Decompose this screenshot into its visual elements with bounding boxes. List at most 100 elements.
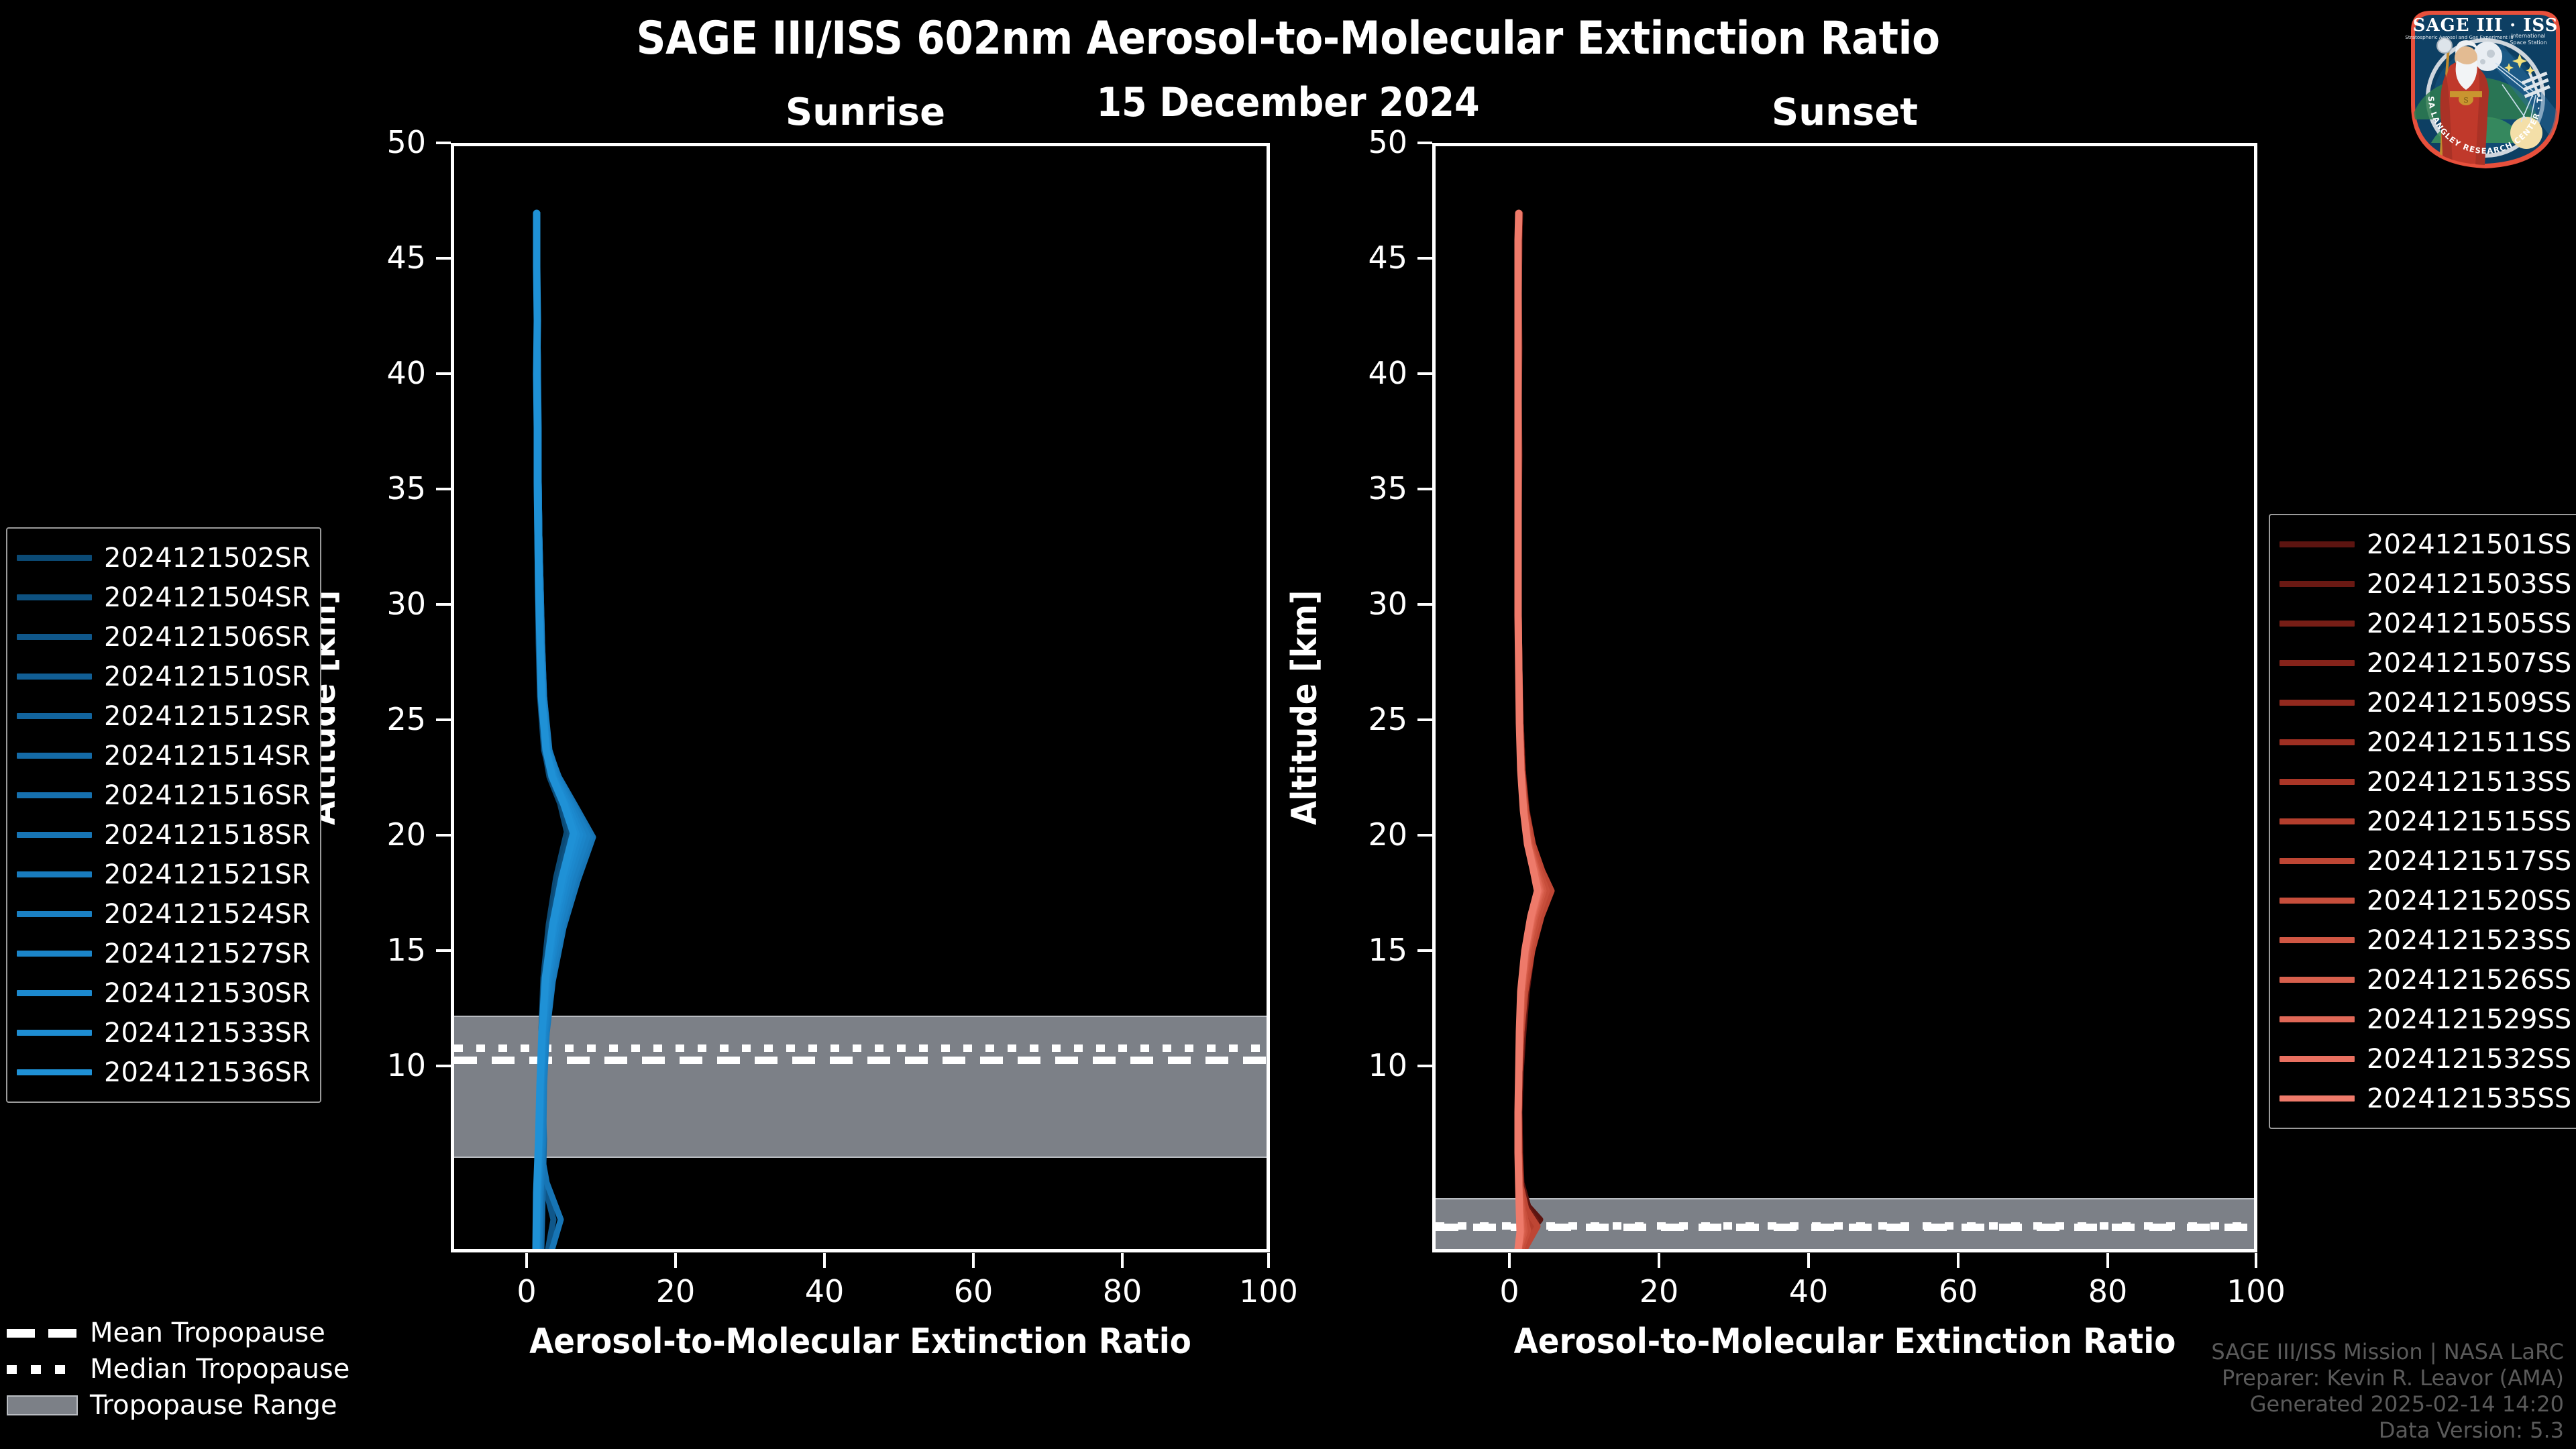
legend-item[interactable]: 2024121514SR xyxy=(17,736,311,775)
legend-item-label: 2024121507SS xyxy=(2367,647,2572,679)
legend-item-label: 2024121529SS xyxy=(2367,1004,2572,1035)
credit-line-preparer: Preparer: Kevin R. Leavor (AMA) xyxy=(2221,1364,2564,1391)
legend-item-label: 2024121520SS xyxy=(2367,885,2572,916)
legend-item-label: 2024121514SR xyxy=(104,740,311,771)
legend-item-label: 2024121535SS xyxy=(2367,1083,2572,1114)
legend-item[interactable]: 2024121520SS xyxy=(2279,881,2571,920)
legend-item[interactable]: 2024121510SR xyxy=(17,657,311,696)
legend-item[interactable]: 2024121524SR xyxy=(17,894,311,934)
legend-item-label: 2024121505SS xyxy=(2367,608,2572,639)
legend-item[interactable]: 2024121515SS xyxy=(2279,802,2571,841)
date-subtitle: 15 December 2024 xyxy=(1096,79,1480,126)
legend-item[interactable]: 2024121535SS xyxy=(2279,1079,2571,1118)
legend-item[interactable]: 2024121533SR xyxy=(17,1013,311,1053)
legend-color-swatch xyxy=(17,951,92,957)
legend-item[interactable]: 2024121501SS xyxy=(2279,525,2571,564)
sunset-legend[interactable]: 2024121501SS 2024121503SS 2024121505SS 2… xyxy=(2269,514,2576,1129)
legend-item-label: 2024121510SR xyxy=(104,661,311,692)
legend-color-swatch xyxy=(2279,977,2355,983)
legend-item[interactable]: 2024121503SS xyxy=(2279,564,2571,604)
legend-item-label: 2024121526SS xyxy=(2367,964,2572,996)
credit-line-mission: SAGE III/ISS Mission | NASA LaRC xyxy=(2211,1338,2564,1364)
mean-tropopause-label: Mean Tropopause xyxy=(90,1318,325,1348)
legend-color-swatch xyxy=(2279,898,2355,904)
sunset-plot-area xyxy=(1436,146,2254,1249)
legend-color-swatch xyxy=(17,674,92,680)
legend-item[interactable]: 2024121518SR xyxy=(17,815,311,855)
sunrise-plot-panel xyxy=(451,143,1270,1252)
legend-item[interactable]: 2024121502SR xyxy=(17,538,311,578)
legend-color-swatch xyxy=(2279,858,2355,864)
legend-item[interactable]: 2024121511SS xyxy=(2279,722,2571,762)
legend-item-label: 2024121518SR xyxy=(104,819,311,851)
legend-item-label: 2024121532SS xyxy=(2367,1043,2572,1075)
patch-subtitle-left: Stratospheric Aerosol and Gas Experiment… xyxy=(2405,34,2513,40)
mean-tropopause-key: Mean Tropopause xyxy=(7,1315,350,1351)
patch-subtitle-right-1: International xyxy=(2511,33,2545,39)
sunrise-panel-title: Sunrise xyxy=(785,91,946,134)
legend-item-label: 2024121527SR xyxy=(104,938,311,969)
sunrise-x-axis-title: Aerosol-to-Molecular Extinction Ratio xyxy=(529,1322,1191,1362)
legend-item-label: 2024121509SS xyxy=(2367,687,2572,718)
legend-color-swatch xyxy=(17,634,92,640)
sunset-x-axis-title: Aerosol-to-Molecular Extinction Ratio xyxy=(1513,1322,2176,1362)
legend-item[interactable]: 2024121516SR xyxy=(17,775,311,815)
sunset-y-axis-title: Altitude [km] xyxy=(1285,590,1325,825)
legend-item[interactable]: 2024121504SR xyxy=(17,578,311,617)
legend-color-swatch xyxy=(2279,937,2355,943)
legend-item[interactable]: 2024121509SS xyxy=(2279,683,2571,722)
credit-line-version: Data Version: 5.3 xyxy=(2378,1417,2564,1443)
legend-color-swatch xyxy=(17,792,92,798)
legend-item[interactable]: 2024121521SR xyxy=(17,855,311,894)
legend-item[interactable]: 2024121513SS xyxy=(2279,762,2571,802)
page-title: SAGE III/ISS 602nm Aerosol-to-Molecular … xyxy=(636,12,1940,65)
sunrise-legend[interactable]: 2024121502SR 2024121504SR 2024121506SR 2… xyxy=(6,527,321,1103)
legend-item[interactable]: 2024121506SR xyxy=(17,617,311,657)
legend-item-label: 2024121516SR xyxy=(104,780,311,811)
mean-tropopause-line-left xyxy=(454,1057,1267,1064)
credits-block: SAGE III/ISS Mission | NASA LaRC Prepare… xyxy=(2211,1339,2564,1444)
legend-color-swatch xyxy=(17,1030,92,1036)
legend-item-label: 2024121504SR xyxy=(104,582,311,613)
tropopause-range-band-left xyxy=(454,1016,1267,1158)
legend-color-swatch xyxy=(17,1069,92,1075)
legend-item[interactable]: 2024121527SR xyxy=(17,934,311,973)
filled-band-icon xyxy=(7,1395,78,1415)
legend-item[interactable]: 2024121530SR xyxy=(17,973,311,1013)
legend-item[interactable]: 2024121512SR xyxy=(17,696,311,736)
legend-color-swatch xyxy=(2279,1095,2355,1102)
legend-item-label: 2024121511SS xyxy=(2367,727,2572,758)
legend-color-swatch xyxy=(2279,818,2355,824)
legend-item[interactable]: 2024121507SS xyxy=(2279,643,2571,683)
tropopause-range-label: Tropopause Range xyxy=(90,1390,337,1421)
median-tropopause-label: Median Tropopause xyxy=(90,1354,350,1385)
legend-item-label: 2024121517SS xyxy=(2367,845,2572,877)
legend-color-swatch xyxy=(2279,621,2355,627)
legend-item-label: 2024121503SS xyxy=(2367,568,2572,600)
tropopause-range-key: Tropopause Range xyxy=(7,1387,350,1424)
median-tropopause-key: Median Tropopause xyxy=(7,1351,350,1387)
sunset-profile-curves xyxy=(1514,209,1555,1249)
legend-item[interactable]: 2024121536SR xyxy=(17,1053,311,1092)
tropopause-legend: Mean Tropopause Median Tropopause Tropop… xyxy=(7,1315,350,1424)
legend-item[interactable]: 2024121526SS xyxy=(2279,960,2571,1000)
legend-item[interactable]: 2024121523SS xyxy=(2279,920,2571,960)
legend-item[interactable]: 2024121529SS xyxy=(2279,1000,2571,1039)
legend-item[interactable]: 2024121517SS xyxy=(2279,841,2571,881)
legend-item[interactable]: 2024121532SS xyxy=(2279,1039,2571,1079)
legend-item-label: 2024121515SS xyxy=(2367,806,2572,837)
legend-color-swatch xyxy=(17,990,92,996)
patch-title: SAGE III · ISS xyxy=(2413,15,2559,36)
legend-item-label: 2024121536SR xyxy=(104,1057,311,1088)
legend-item-label: 2024121523SS xyxy=(2367,924,2572,956)
dashed-line-icon xyxy=(7,1328,78,1338)
legend-item-label: 2024121502SR xyxy=(104,542,311,574)
legend-color-swatch xyxy=(17,871,92,877)
legend-item-label: 2024121513SS xyxy=(2367,766,2572,798)
legend-color-swatch xyxy=(17,753,92,759)
legend-color-swatch xyxy=(2279,1016,2355,1022)
mean-tropopause-line-right xyxy=(1436,1224,2254,1231)
legend-item[interactable]: 2024121505SS xyxy=(2279,604,2571,643)
legend-color-swatch xyxy=(17,555,92,561)
legend-color-swatch xyxy=(17,594,92,600)
